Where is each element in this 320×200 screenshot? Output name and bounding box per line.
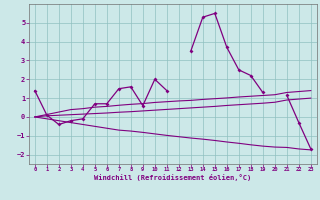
X-axis label: Windchill (Refroidissement éolien,°C): Windchill (Refroidissement éolien,°C) <box>94 174 252 181</box>
